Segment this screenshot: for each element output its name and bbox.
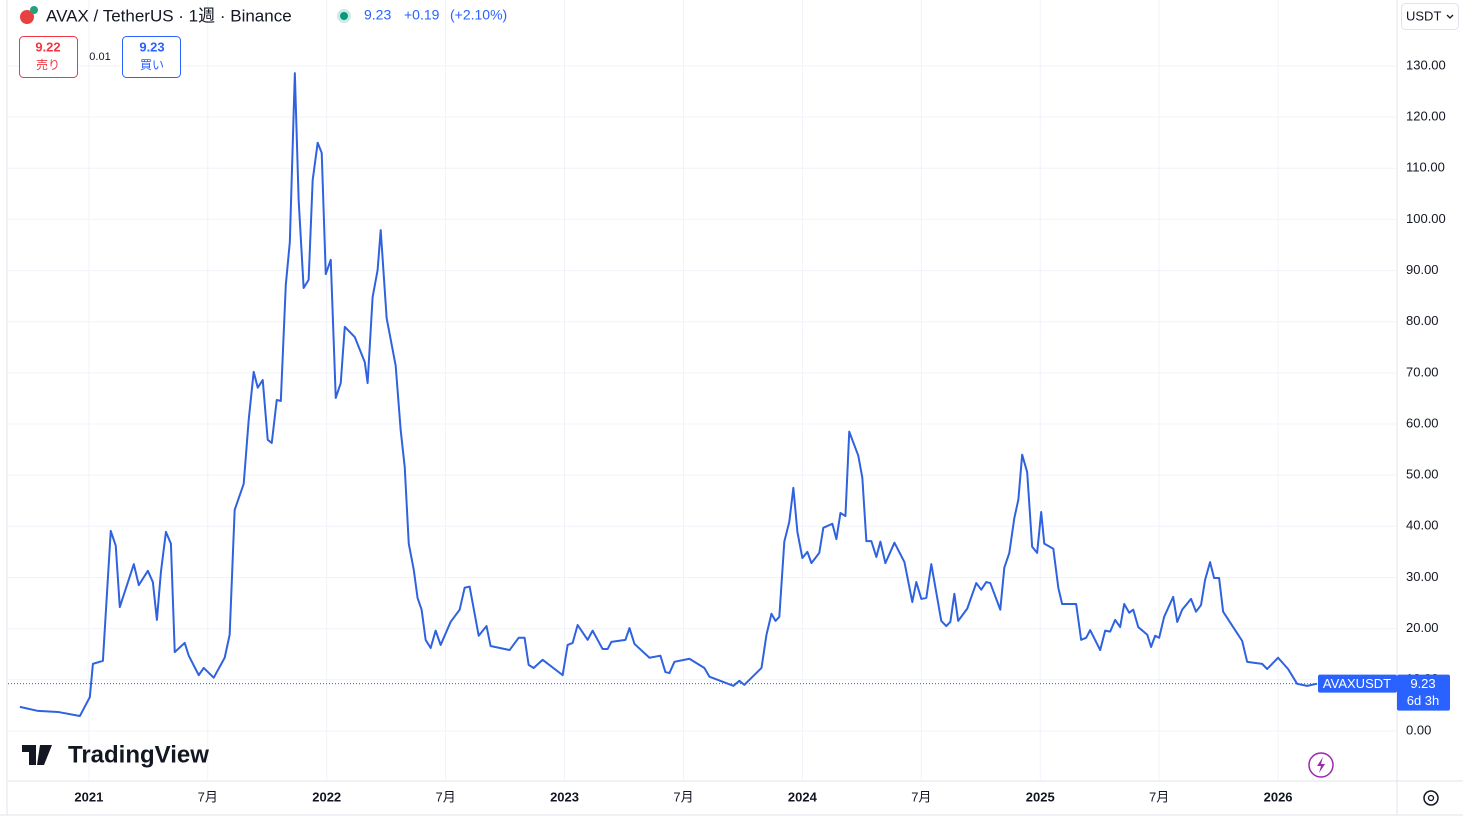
symbol[interactable]: AVAX / TetherUS · 1週 · Binance: [46, 6, 292, 25]
plot: [8, 72, 1397, 718]
x-tick-label: 2021: [74, 789, 103, 804]
series-label-box: [1318, 674, 1397, 693]
x-tick-label: 7月: [436, 789, 456, 804]
settings-button[interactable]: [1423, 790, 1439, 806]
buy-button[interactable]: [122, 36, 181, 78]
status-dot: [340, 12, 348, 20]
y-tick-label: 60.00: [1406, 415, 1439, 430]
sell-label: 売り: [36, 57, 60, 72]
change-pct: (+2.10%): [450, 7, 507, 23]
x-tick-label: 7月: [673, 789, 693, 804]
y-tick-label: 40.00: [1406, 518, 1439, 533]
price-label-box: [1397, 674, 1450, 711]
y-tick-label: 70.00: [1406, 364, 1439, 379]
price-line: [19, 72, 1318, 718]
change: +0.19: [404, 7, 440, 23]
logo-icon: [39, 745, 47, 753]
x-tick-label: 7月: [911, 789, 931, 804]
x-tick-label: 7月: [1149, 789, 1169, 804]
coin-icon: [20, 10, 34, 24]
x-tick-label: 2023: [550, 789, 579, 804]
sell-price: 9.22: [35, 39, 60, 54]
buy-price: 9.23: [139, 39, 164, 54]
x-tick-label: 2022: [312, 789, 341, 804]
coin-icon: [30, 6, 38, 14]
y-tick-label: 130.00: [1406, 57, 1446, 72]
y-tick-label: 80.00: [1406, 313, 1439, 328]
currency-button[interactable]: [1401, 3, 1459, 30]
dropdown-arrow: [1446, 14, 1454, 19]
lightning-icon: [1317, 757, 1325, 773]
settings-icon: [1427, 794, 1435, 802]
price: 9.23: [364, 7, 391, 23]
x-tick-label: 7月: [198, 789, 218, 804]
y-tick-label: 0.00: [1406, 722, 1431, 737]
sell-button[interactable]: [19, 36, 78, 78]
x-tick-label: 2024: [788, 789, 818, 804]
y-tick-label: 30.00: [1406, 569, 1439, 584]
y-tick-label: 110.00: [1406, 160, 1445, 175]
currency: USDT: [1406, 8, 1441, 23]
y-tick-label: 20.00: [1406, 620, 1439, 635]
y-tick-label: 50.00: [1406, 467, 1439, 482]
series-label: AVAXUSDT: [1323, 676, 1391, 691]
buy-label: 買い: [140, 58, 164, 72]
y-tick-label: 120.00: [1406, 109, 1446, 124]
countdown: 6d 3h: [1407, 693, 1440, 708]
x-tick-label: 2025: [1026, 789, 1055, 804]
logo: TradingView: [68, 741, 209, 768]
price-label: 9.23: [1410, 676, 1435, 691]
y-tick-label: 90.00: [1406, 262, 1439, 277]
grid: [8, 0, 1397, 781]
spread: 0.01: [89, 51, 110, 63]
x-tick-label: 2026: [1264, 789, 1293, 804]
y-tick-label: 100.00: [1406, 211, 1446, 226]
